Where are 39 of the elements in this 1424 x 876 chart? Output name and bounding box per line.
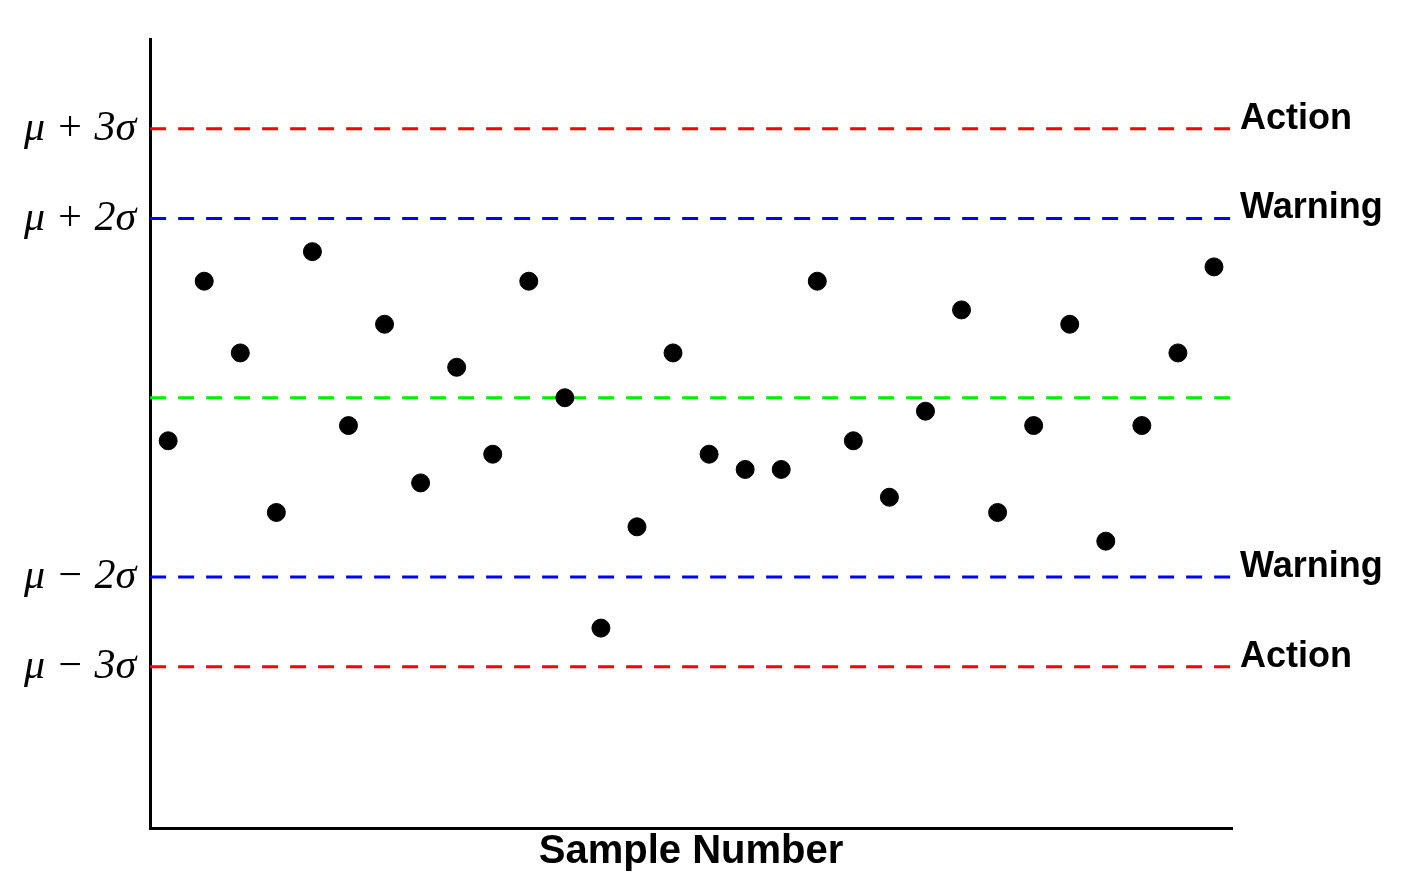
ref-line-label: Warning bbox=[1240, 543, 1383, 585]
point bbox=[1096, 531, 1116, 551]
point bbox=[375, 314, 395, 334]
point bbox=[1024, 416, 1044, 436]
point bbox=[302, 242, 322, 262]
point bbox=[1168, 343, 1188, 363]
point bbox=[194, 271, 214, 291]
point bbox=[988, 502, 1008, 522]
point bbox=[699, 444, 719, 464]
point bbox=[663, 343, 683, 363]
y-tick-label: μ + 2σ bbox=[23, 192, 139, 239]
point bbox=[771, 459, 791, 479]
ref-line-label: Action bbox=[1240, 633, 1352, 675]
point bbox=[1132, 416, 1152, 436]
y-tick-label: μ + 3σ bbox=[23, 102, 139, 149]
x-axis-title: Sample Number bbox=[538, 827, 844, 872]
ref-line-label: Warning bbox=[1240, 185, 1383, 227]
point bbox=[915, 401, 935, 421]
point bbox=[879, 487, 899, 507]
point bbox=[447, 357, 467, 377]
point bbox=[411, 473, 431, 493]
point bbox=[591, 618, 611, 638]
y-tick-label: μ − 3σ bbox=[23, 640, 139, 687]
point bbox=[1204, 257, 1224, 277]
point bbox=[519, 271, 539, 291]
point bbox=[952, 300, 972, 320]
point bbox=[158, 431, 178, 451]
point bbox=[735, 459, 755, 479]
point bbox=[1060, 314, 1080, 334]
point bbox=[627, 517, 647, 537]
point bbox=[807, 271, 827, 291]
point bbox=[843, 431, 863, 451]
point bbox=[266, 502, 286, 522]
y-tick-label: μ − 2σ bbox=[23, 551, 139, 598]
ref-line-label: Action bbox=[1240, 95, 1352, 137]
point bbox=[338, 416, 358, 436]
point bbox=[555, 388, 575, 408]
point bbox=[230, 343, 250, 363]
point bbox=[483, 444, 503, 464]
